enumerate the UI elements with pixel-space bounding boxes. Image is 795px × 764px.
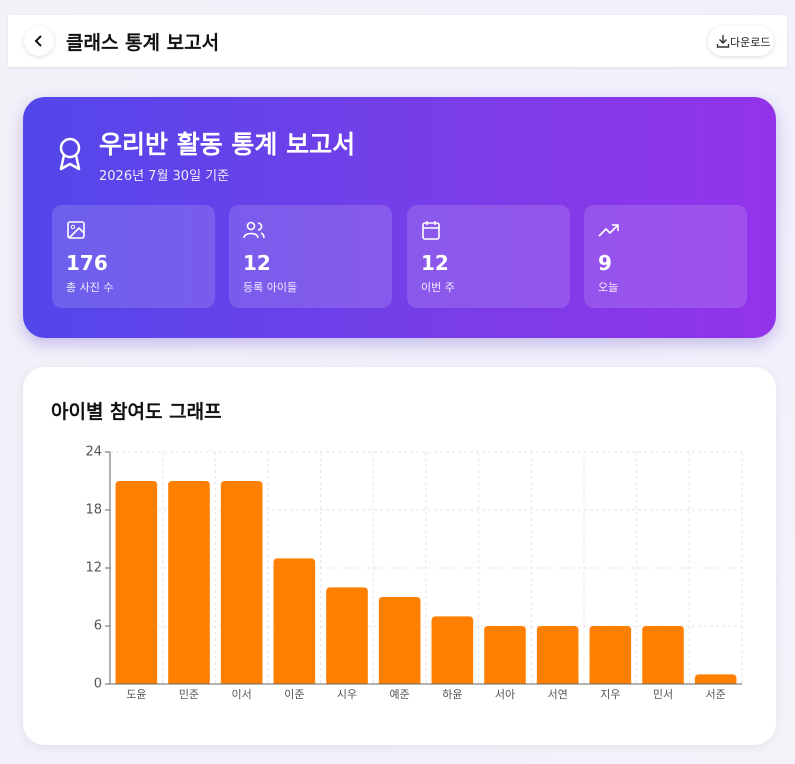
stat-card: 12 등록 아이들 — [229, 205, 392, 308]
report-title: 우리반 활동 통계 보고서 — [99, 130, 356, 159]
stat-label: 오늘 — [598, 281, 619, 294]
bar — [694, 674, 737, 684]
report-hero: 우리반 활동 통계 보고서 2026년 7월 30일 기준 176 총 사진 수… — [23, 97, 776, 338]
chart-title: 아이별 참여도 그래프 — [51, 401, 222, 423]
bar — [273, 558, 316, 684]
stat-label: 이번 주 — [421, 281, 455, 294]
x-tick-label: 민서 — [653, 688, 673, 701]
download-button[interactable]: 다운로드 — [708, 26, 774, 56]
y-tick-label: 0 — [94, 677, 102, 692]
x-tick-label: 도윤 — [126, 688, 146, 701]
y-tick-label: 24 — [85, 445, 102, 460]
report-date: 2026년 7월 30일 기준 — [99, 169, 230, 184]
stat-label: 총 사진 수 — [66, 281, 114, 294]
bar — [536, 626, 579, 684]
stat-value: 12 — [421, 251, 449, 275]
header-title: 클래스 통계 보고서 — [66, 32, 220, 54]
bar — [326, 587, 368, 684]
bar — [378, 597, 421, 684]
x-tick-label: 서연 — [548, 688, 568, 701]
y-tick-label: 6 — [94, 619, 102, 634]
download-label: 다운로드 — [730, 36, 771, 49]
bar — [115, 481, 158, 684]
stat-value: 12 — [243, 251, 271, 275]
bar — [589, 626, 632, 684]
stat-card: 12 이번 주 — [407, 205, 570, 308]
bar — [168, 481, 210, 684]
x-tick-label: 지우 — [600, 688, 620, 701]
y-tick-label: 18 — [85, 503, 102, 518]
x-tick-label: 시우 — [337, 688, 357, 701]
stat-card: 176 총 사진 수 — [52, 205, 215, 308]
stat-label: 등록 아이들 — [243, 281, 298, 294]
bar — [431, 616, 474, 684]
y-tick-label: 12 — [85, 561, 102, 576]
stat-value: 176 — [66, 251, 108, 275]
bar — [642, 626, 684, 684]
x-tick-label: 서아 — [495, 688, 515, 701]
bar — [220, 481, 263, 684]
x-tick-label: 이서 — [232, 688, 252, 701]
x-tick-label: 하윤 — [442, 687, 462, 701]
x-tick-label: 서준 — [706, 688, 726, 701]
x-tick-label: 민준 — [179, 688, 199, 701]
back-button[interactable] — [24, 26, 54, 56]
chart: 0 6 12 18 24 도윤 민준 이서 이준 시우 예준 하윤 서아 서연 지우 민서 서준 — [85, 445, 743, 701]
stat-value: 9 — [598, 251, 612, 275]
header: 클래스 통계 보고서 다운로드 — [8, 15, 787, 67]
stat-card: 9 오늘 — [584, 205, 747, 308]
x-tick-label: 예준 — [390, 688, 410, 701]
x-tick-label: 이준 — [284, 688, 304, 701]
bar — [484, 626, 526, 684]
chart-card: 0 6 12 18 24 도윤 민준 이서 이준 시우 예준 하윤 서아 서연 지우 민서 서준 아이별 참여도… — [23, 367, 776, 745]
